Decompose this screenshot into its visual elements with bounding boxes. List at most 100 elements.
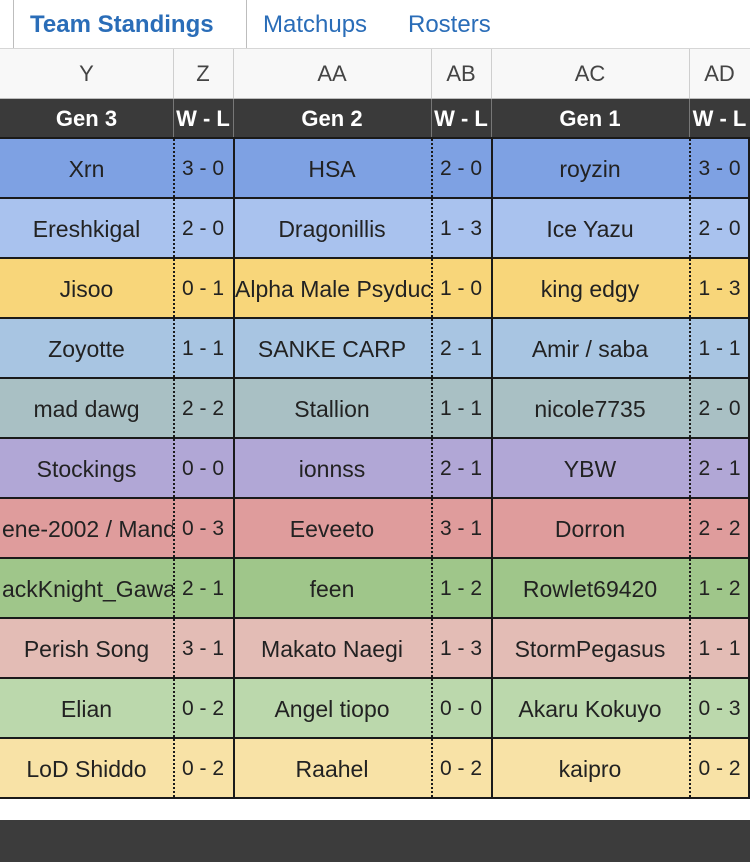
gen1-team-cell[interactable]: Ice Yazu [546, 216, 634, 242]
gen3-team-cell[interactable]: Zoyotte [48, 336, 125, 362]
column-letter-ab[interactable]: AB [431, 49, 492, 98]
gen3-record-cell[interactable]: 1 - 1 [181, 337, 225, 360]
gen1-record-cell[interactable]: 2 - 0 [698, 397, 741, 420]
gen3-record-cell[interactable]: 2 - 0 [181, 217, 225, 240]
gen1-record-cell[interactable]: 1 - 3 [698, 277, 741, 300]
gen2-record-cell[interactable]: 3 - 1 [439, 517, 483, 540]
gen2-team-cell[interactable]: ionnss [298, 456, 366, 482]
cell-divider [233, 139, 235, 197]
gen2-record-cell[interactable]: 1 - 1 [439, 397, 483, 420]
gen2-team-cell[interactable]: Makato Naegi [261, 636, 403, 662]
cell-divider [748, 319, 750, 377]
gen3-team-cell[interactable]: Perish Song [23, 636, 150, 662]
gen1-record-cell[interactable]: 1 - 1 [698, 637, 741, 660]
column-letter-aa[interactable]: AA [233, 49, 432, 98]
gen2-team-cell[interactable]: Eeveeto [289, 516, 375, 542]
cell-divider [689, 739, 691, 797]
tab-matchups[interactable]: Matchups [263, 11, 368, 38]
header-wl-gen1[interactable]: W - L [692, 106, 747, 131]
gen2-team-cell[interactable]: feen [309, 576, 355, 602]
gen1-team-cell[interactable]: nicole7735 [534, 396, 646, 422]
header-gen3[interactable]: Gen 3 [55, 106, 118, 131]
gen3-record-cell[interactable]: 0 - 1 [181, 277, 225, 300]
cell-divider [491, 379, 493, 437]
gen2-record-cell[interactable]: 2 - 1 [439, 457, 483, 480]
gen1-record-cell[interactable]: 0 - 2 [698, 757, 741, 780]
gen1-record-cell[interactable]: 1 - 2 [698, 577, 741, 600]
gen2-record-cell[interactable]: 2 - 0 [439, 157, 483, 180]
gen1-record-cell[interactable]: 0 - 3 [698, 697, 741, 720]
cell-divider [748, 139, 750, 197]
gen2-record-cell[interactable]: 1 - 0 [439, 277, 483, 300]
gen1-team-cell[interactable]: king edgy [540, 276, 640, 302]
cell-divider [431, 739, 433, 797]
gen1-team-cell[interactable]: Rowlet69420 [522, 576, 658, 602]
gen3-record-cell[interactable]: 0 - 0 [181, 457, 225, 480]
tab-team-standings[interactable]: Team Standings [30, 11, 214, 38]
gen1-record-cell[interactable]: 2 - 1 [698, 457, 741, 480]
cell-divider [689, 499, 691, 557]
gen2-team-cell[interactable]: Raahel [295, 756, 369, 782]
cell-divider [431, 439, 433, 497]
cell-divider [491, 199, 493, 257]
table-row: Xrn 3 - 0 HSA 2 - 0 royzin 3 - 0 [0, 139, 750, 199]
gen3-team-cell[interactable]: LoD Shiddo [26, 756, 147, 782]
cell-divider [491, 559, 493, 617]
header-wl-gen3[interactable]: W - L [176, 106, 230, 131]
gen1-team-cell[interactable]: Akaru Kokuyo [518, 696, 662, 722]
gen2-team-cell[interactable]: Dragonillis [278, 216, 386, 242]
gen3-record-cell[interactable]: 0 - 3 [181, 517, 225, 540]
header-gen1[interactable]: Gen 1 [559, 106, 621, 131]
gen2-team-cell[interactable]: Alpha Male Psyduck [235, 276, 431, 302]
gen1-record-cell[interactable]: 1 - 1 [698, 337, 741, 360]
gen2-team-cell[interactable]: Angel tiopo [274, 696, 390, 722]
column-letter-ad[interactable]: AD [704, 61, 735, 86]
gen2-record-cell[interactable]: 0 - 2 [439, 757, 483, 780]
gen2-team-cell[interactable]: SANKE CARP [257, 336, 407, 362]
gen3-record-cell[interactable]: 2 - 1 [181, 577, 225, 600]
gen2-team-cell[interactable]: HSA [308, 156, 356, 182]
gen1-team-cell[interactable]: Amir / saba [531, 336, 649, 362]
gen1-team-cell[interactable]: kaipro [558, 756, 622, 782]
cell-divider [233, 559, 235, 617]
gen1-team-cell[interactable]: YBW [563, 456, 617, 482]
gen1-record-cell[interactable]: 2 - 2 [698, 517, 741, 540]
gen3-team-cell[interactable]: Elian [60, 696, 113, 722]
gen1-record-cell[interactable]: 2 - 0 [698, 217, 741, 240]
cell-divider [748, 559, 750, 617]
gen3-team-cell[interactable]: Xrn [68, 156, 105, 182]
tab-rosters[interactable]: Rosters [408, 11, 491, 38]
gen2-record-cell[interactable]: 1 - 3 [439, 637, 483, 660]
header-wl-gen2[interactable]: W - L [434, 106, 488, 131]
gen3-record-cell[interactable]: 3 - 1 [181, 637, 225, 660]
gen2-record-cell[interactable]: 1 - 2 [439, 577, 483, 600]
gen2-record-cell[interactable]: 2 - 1 [439, 337, 483, 360]
gen2-record-cell[interactable]: 1 - 3 [439, 217, 483, 240]
gen3-record-cell[interactable]: 0 - 2 [181, 697, 225, 720]
gen3-team-cell[interactable]: Jisoo [59, 276, 114, 302]
cell-divider [491, 319, 493, 377]
table-row: Stockings 0 - 0 ionnss 2 - 1 YBW 2 - 1 [0, 439, 750, 499]
cell-divider [233, 679, 235, 737]
gen2-record-cell[interactable]: 0 - 0 [439, 697, 483, 720]
gen3-team-cell[interactable]: mad dawg [33, 396, 140, 422]
header-gen2[interactable]: Gen 2 [301, 106, 363, 131]
cell-divider [748, 259, 750, 317]
gen1-team-cell[interactable]: Dorron [554, 516, 626, 542]
column-letter-z[interactable]: Z [173, 49, 234, 98]
column-letter-y[interactable]: Y [0, 49, 174, 98]
gen3-team-cell[interactable]: Ereshkigal [32, 216, 141, 242]
gen3-record-cell[interactable]: 2 - 2 [181, 397, 225, 420]
gen2-team-cell[interactable]: Stallion [294, 396, 370, 422]
gen3-team-cell[interactable]: Stockings [36, 456, 137, 482]
gen1-team-cell[interactable]: StormPegasus [514, 636, 666, 662]
gen3-record-cell[interactable]: 0 - 2 [181, 757, 225, 780]
gen3-team-cell[interactable]: ackKnight_Gawa [2, 576, 173, 602]
column-letter-ac[interactable]: AC [491, 49, 690, 98]
cell-divider [431, 139, 433, 197]
gen3-record-cell[interactable]: 3 - 0 [181, 157, 225, 180]
gen1-team-cell[interactable]: royzin [559, 156, 621, 182]
cell-divider [431, 499, 433, 557]
gen1-record-cell[interactable]: 3 - 0 [698, 157, 741, 180]
gen3-team-cell[interactable]: ene-2002 / Mand [2, 516, 173, 542]
